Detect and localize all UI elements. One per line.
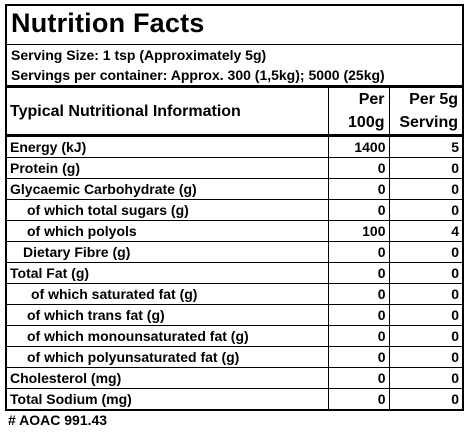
nutrition-facts-panel: Nutrition Facts Serving Size: 1 tsp (App… [5,4,464,411]
table-row: Total Sodium (mg) 0 0 [7,388,462,409]
row-label-cholesterol: Cholesterol (mg) [7,367,328,389]
row-label-saturated-fat: of which saturated fat (g) [7,283,328,305]
header-per-serving: Per 5g Serving [388,88,462,137]
panel-title: Nutrition Facts [7,6,462,45]
table-row: of which saturated fat (g) 0 0 [7,283,462,305]
row-label-polyunsaturated-fat: of which polyunsaturated fat (g) [7,346,328,368]
row-per100g: 0 [327,178,389,200]
row-label-polyols: of which polyols [7,220,328,242]
row-per100g: 0 [327,262,389,284]
table-row: Dietary Fibre (g) 0 0 [7,241,462,263]
table-row: Energy (kJ) 1400 5 [7,135,462,158]
header-label: Typical Nutritional Information [7,88,328,137]
row-per-serving: 0 [388,367,462,389]
header-per-100g-line2: 100g [348,114,385,131]
row-per-serving: 0 [388,241,462,263]
row-label-total-sugars: of which total sugars (g) [7,199,328,221]
header-per-serving-line2: Serving [399,114,458,131]
row-per-serving: 0 [388,325,462,347]
servings-per-container: Servings per container: Approx. 300 (1,5… [7,65,462,88]
table-row: Protein (g) 0 0 [7,157,462,179]
row-label-dietary-fibre: Dietary Fibre (g) [7,241,328,263]
row-per100g: 0 [327,241,389,263]
row-per-serving: 0 [388,283,462,305]
table-row: of which polyunsaturated fat (g) 0 0 [7,346,462,368]
row-per-serving: 5 [388,135,462,158]
row-label-total-fat: Total Fat (g) [7,262,328,284]
row-label-carbohydrate: Glycaemic Carbohydrate (g) [7,178,328,200]
row-per100g: 0 [327,157,389,179]
table-row: Total Fat (g) 0 0 [7,262,462,284]
header-per-100g: Per 100g [327,88,389,137]
row-per-serving: 0 [388,199,462,221]
row-per-serving: 0 [388,304,462,326]
row-label-protein: Protein (g) [7,157,328,179]
row-label-energy: Energy (kJ) [7,135,328,158]
row-per-serving: 0 [388,346,462,368]
row-label-monounsaturated-fat: of which monounsaturated fat (g) [7,325,328,347]
table-row: of which trans fat (g) 0 0 [7,304,462,326]
serving-size: Serving Size: 1 tsp (Approximately 5g) [11,47,267,63]
footnote: # AOAC 991.43 [8,412,108,428]
row-per100g: 0 [327,283,389,305]
table-row: Glycaemic Carbohydrate (g) 0 0 [7,178,462,200]
table-row: of which polyols 100 4 [7,220,462,242]
row-per-serving: 4 [388,220,462,242]
row-label-total-sodium: Total Sodium (mg) [10,391,132,407]
table-header-row: Typical Nutritional Information Per 100g… [7,88,462,137]
row-per-serving: 0 [388,157,462,179]
row-per-serving: 0 [388,178,462,200]
row-per100g: 0 [327,325,389,347]
nutrition-table: Typical Nutritional Information Per 100g… [7,88,462,409]
row-per100g: 0 [327,304,389,326]
row-per100g: 0 [327,388,389,409]
row-per100g: 0 [327,199,389,221]
header-per-serving-line1: Per 5g [409,91,458,108]
row-per100g: 0 [327,367,389,389]
row-per-serving: 0 [388,388,462,409]
header-per-100g-line1: Per [358,91,385,108]
table-row: Cholesterol (mg) 0 0 [7,367,462,389]
row-per-serving: 0 [388,262,462,284]
row-per100g: 1400 [327,135,389,158]
row-per100g: 0 [327,346,389,368]
row-per100g: 100 [327,220,389,242]
row-label-trans-fat: of which trans fat (g) [7,304,328,326]
table-row: of which total sugars (g) 0 0 [7,199,462,221]
table-row: of which monounsaturated fat (g) 0 0 [7,325,462,347]
